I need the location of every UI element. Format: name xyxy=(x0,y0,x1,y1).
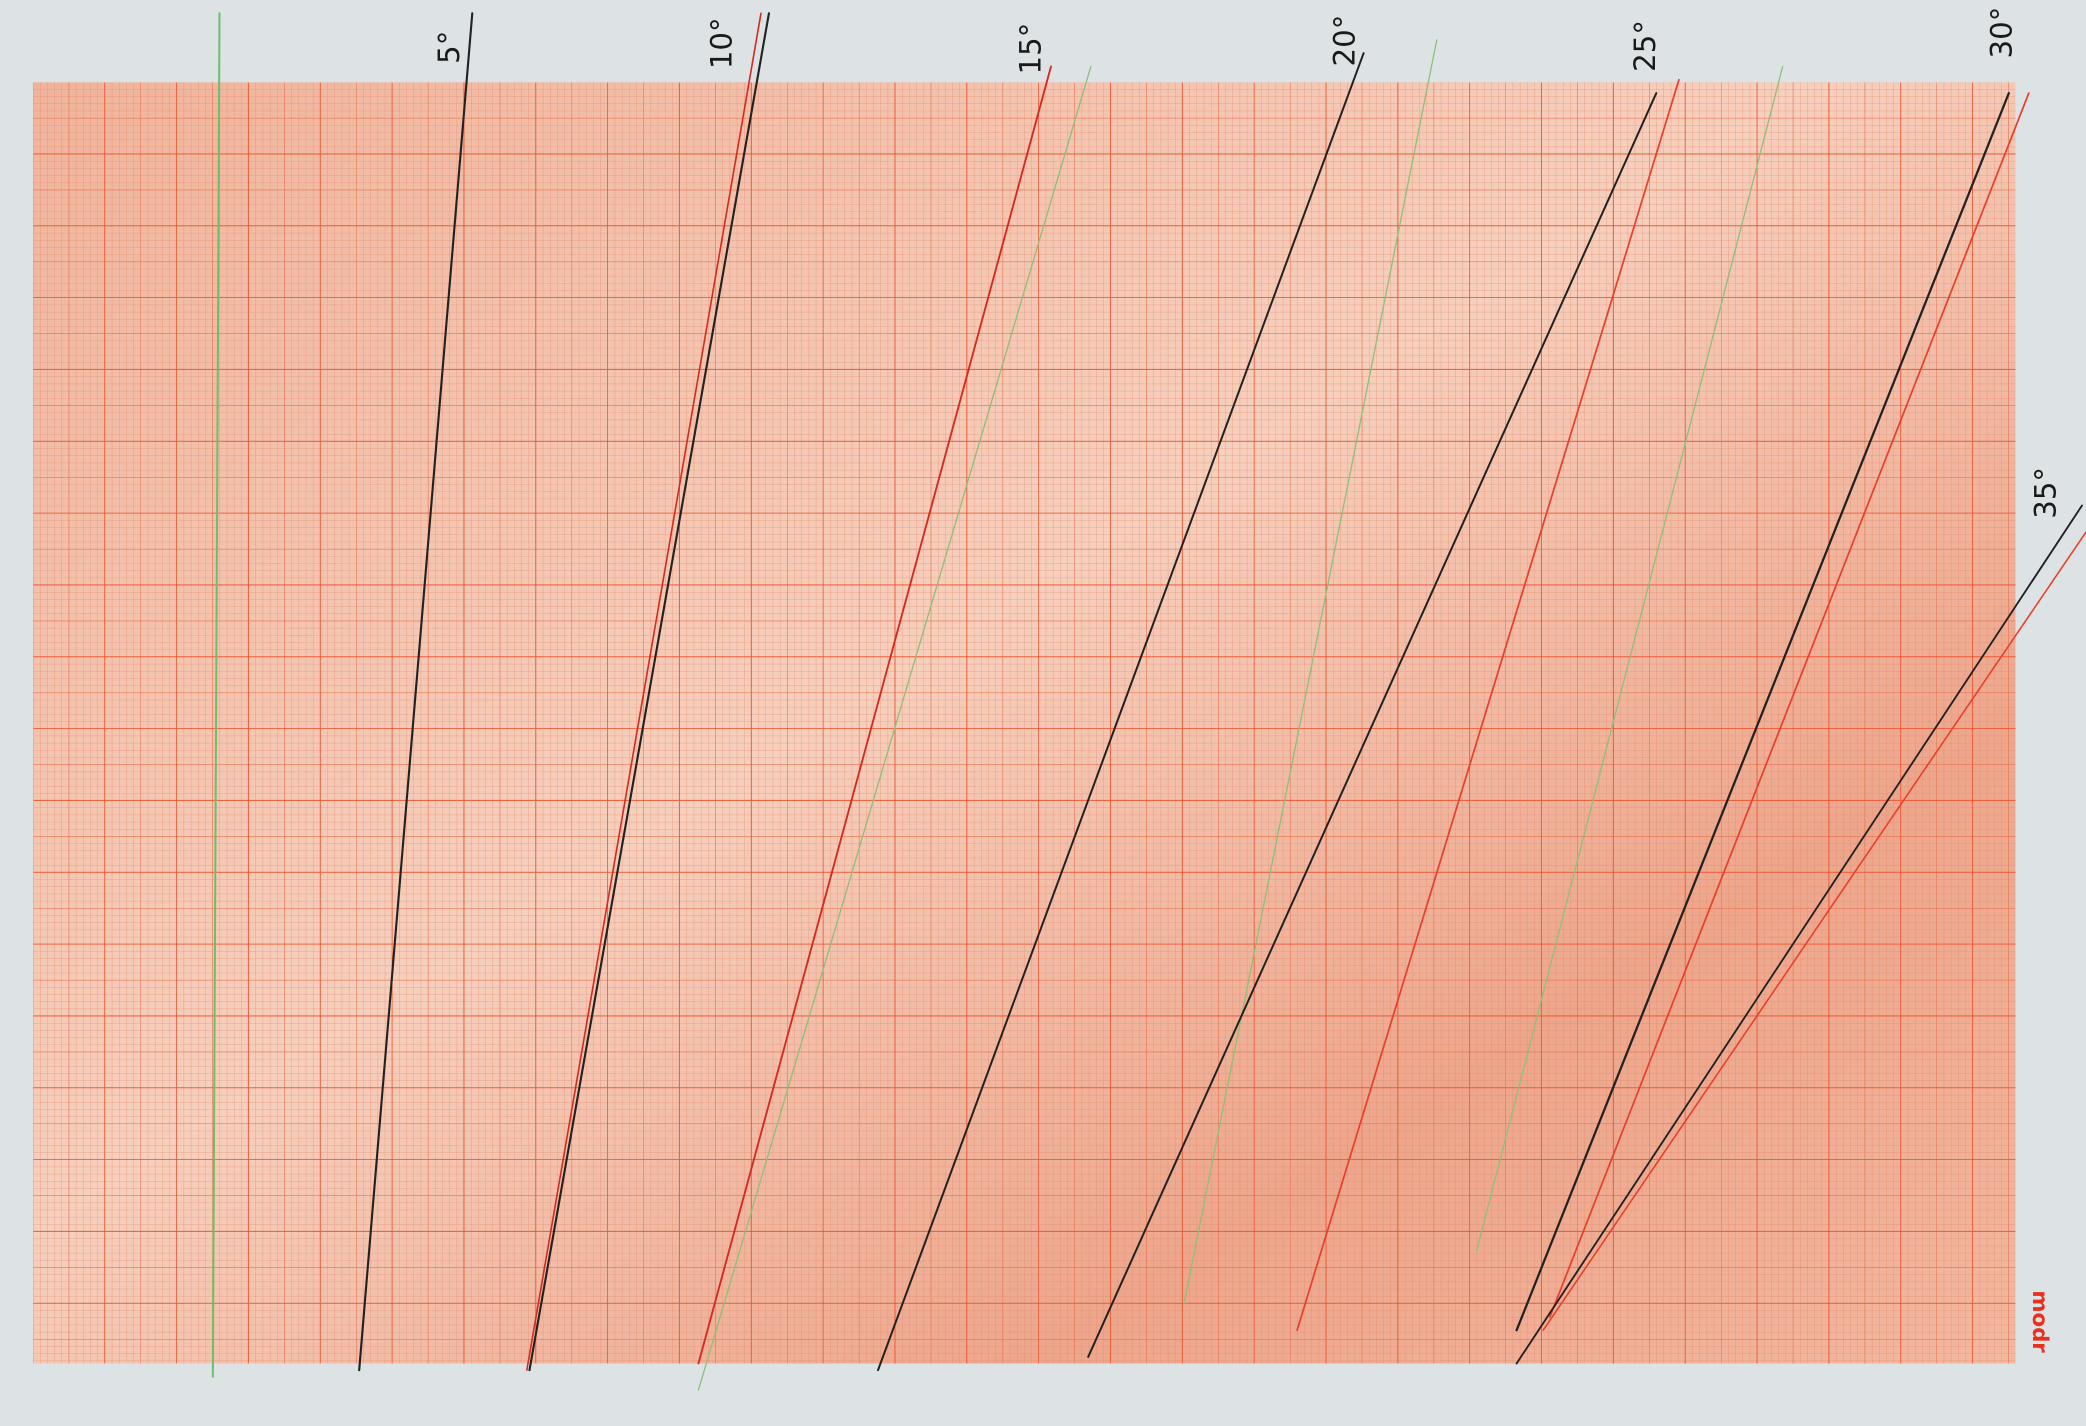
line-15 xyxy=(697,65,1052,1365)
line-5 xyxy=(358,12,474,1372)
green-15 xyxy=(697,65,1092,1391)
major-grid xyxy=(33,82,2016,1364)
angle-labels: 5° 10° 15° 20° 25° 30° 35° xyxy=(432,7,2062,519)
drawn-lines xyxy=(211,12,2086,1391)
line-10 xyxy=(528,12,771,1372)
angle-label: 25° xyxy=(1628,20,1662,72)
line-25-red xyxy=(1296,78,1680,1332)
green-20 xyxy=(1183,39,1438,1305)
line-35-red xyxy=(1542,531,2086,1332)
brand-mark: modr xyxy=(2027,1290,2052,1353)
angle-label: 15° xyxy=(1013,23,1047,75)
angle-label: 35° xyxy=(2028,467,2062,519)
angle-label: 5° xyxy=(432,31,466,64)
angle-label: 20° xyxy=(1327,15,1361,67)
line-35 xyxy=(1515,504,2083,1365)
green-line xyxy=(211,12,221,1378)
line-30 xyxy=(1515,91,2010,1332)
green-25 xyxy=(1476,65,1784,1252)
angle-label: 10° xyxy=(705,17,739,69)
line-30-red xyxy=(1549,92,2030,1318)
angle-label: 30° xyxy=(1984,7,2018,59)
line-10-red xyxy=(526,12,762,1371)
line-20 xyxy=(877,52,1365,1372)
line-25 xyxy=(1087,92,1658,1358)
